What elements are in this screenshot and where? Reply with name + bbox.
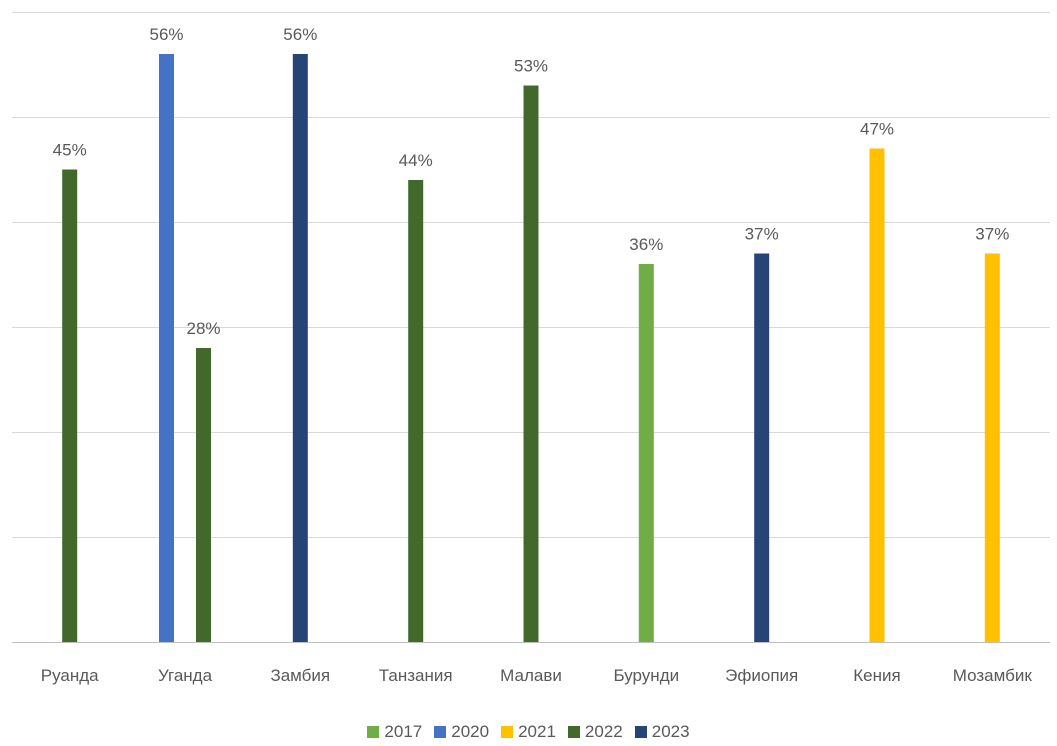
x-tick-label: Танзания <box>379 666 453 685</box>
x-tick-label: Эфиопия <box>725 666 798 685</box>
legend-item: 2022 <box>567 722 623 742</box>
x-tick-label: Малави <box>500 666 562 685</box>
bar-2023-6 <box>754 253 770 642</box>
legend-label: 2022 <box>584 722 623 741</box>
legend-label: 2020 <box>451 722 490 741</box>
bar-2022-3 <box>408 180 424 642</box>
legend-swatch <box>434 726 447 738</box>
bar-2020-1 <box>159 54 174 642</box>
data-label: 37% <box>745 225 779 244</box>
data-label: 37% <box>975 225 1009 244</box>
bar-2021-7 <box>869 148 885 642</box>
x-tick-label: Мозамбик <box>953 666 1033 685</box>
bars <box>62 54 1000 642</box>
x-axis-tick-labels: Руанда Уганда Замбия Танзания Малави Бурунди Э… <box>41 666 1033 685</box>
data-label: 47% <box>860 120 894 139</box>
data-label: 56% <box>149 25 183 44</box>
data-label: 45% <box>53 141 87 160</box>
bar-2021-8 <box>984 253 1000 642</box>
data-label: 53% <box>514 57 548 76</box>
bar-2022-4 <box>523 85 539 642</box>
data-label: 36% <box>629 235 663 254</box>
bar-2022-1 <box>196 348 211 642</box>
x-tick-label: Замбия <box>270 666 330 685</box>
legend-swatch <box>567 726 580 738</box>
data-label: 56% <box>283 25 317 44</box>
legend-label: 2021 <box>518 722 556 741</box>
legend-item: 2017 <box>367 722 422 742</box>
x-tick-label: Уганда <box>158 666 213 685</box>
data-label: 44% <box>399 151 433 170</box>
legend-label: 2023 <box>651 722 690 741</box>
data-label: 28% <box>186 319 220 338</box>
legend-label: 2017 <box>384 722 423 741</box>
legend-item: 2021 <box>501 722 556 742</box>
x-tick-label: Бурунди <box>613 666 679 685</box>
x-tick-label: Кения <box>853 666 900 685</box>
legend-swatch <box>634 726 647 738</box>
data-labels: 45% 56% 28% 56% 44% 53% 36% 37% 47% 37% <box>53 25 1010 338</box>
bar-chart: 45% 56% 28% 56% 44% 53% 36% 37% 47% 37% Руанда Уга… <box>12 12 1050 685</box>
bar-2022-0 <box>62 169 78 642</box>
x-tick-label: Руанда <box>41 666 99 685</box>
bar-2017-5 <box>638 264 654 642</box>
legend-swatch <box>501 726 514 738</box>
legend-swatch <box>367 726 380 738</box>
legend-item: 2023 <box>634 722 690 742</box>
legend-item: 2020 <box>434 722 489 742</box>
bar-2023-2 <box>292 54 308 642</box>
legend: 2017 2020 2021 2022 2023 <box>0 718 1057 746</box>
